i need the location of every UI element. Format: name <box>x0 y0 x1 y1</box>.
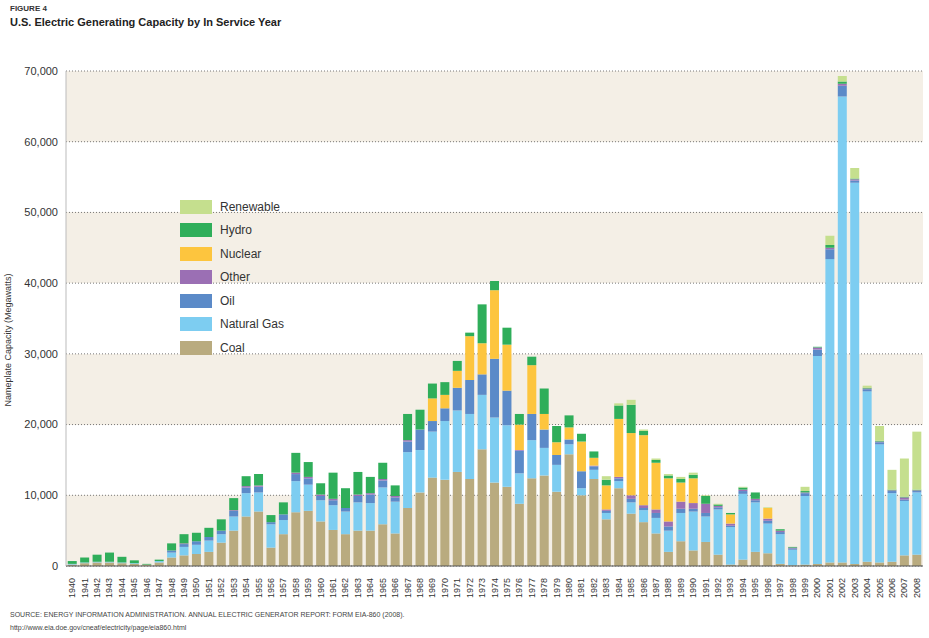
svg-text:1974: 1974 <box>490 578 500 598</box>
svg-text:1978: 1978 <box>539 578 549 598</box>
svg-text:1990: 1990 <box>688 578 698 598</box>
html-text:U.S. Electric Generating Capac: U.S. Electric Generating Capacity by In … <box>10 16 282 28</box>
svg-text:2008: 2008 <box>912 578 921 598</box>
svg-text:1971: 1971 <box>452 578 462 598</box>
svg-text:1994: 1994 <box>738 578 748 598</box>
svg-text:1985: 1985 <box>626 578 636 598</box>
svg-text:1960: 1960 <box>316 578 326 598</box>
svg-text:1980: 1980 <box>564 578 574 598</box>
svg-text:1956: 1956 <box>266 578 276 598</box>
html-text:Renewable: Renewable <box>220 199 280 214</box>
html-text:Nuclear: Nuclear <box>220 246 262 261</box>
svg-text:1989: 1989 <box>676 578 686 598</box>
svg-text:1951: 1951 <box>204 578 214 598</box>
svg-text:1969: 1969 <box>427 578 437 598</box>
svg-text:2006: 2006 <box>887 578 897 598</box>
html-text:Natural Gas: Natural Gas <box>220 317 284 332</box>
svg-text:60,000: 60,000 <box>24 136 58 148</box>
html-text:Oil: Oil <box>220 293 235 308</box>
svg-text:20,000: 20,000 <box>24 418 58 430</box>
svg-text:1940: 1940 <box>67 578 77 598</box>
svg-text:1979: 1979 <box>552 578 562 598</box>
svg-text:1986: 1986 <box>639 578 649 598</box>
svg-text:1941: 1941 <box>80 578 90 598</box>
svg-text:1961: 1961 <box>328 578 338 598</box>
svg-text:1943: 1943 <box>104 578 114 598</box>
svg-text:1981: 1981 <box>576 578 586 598</box>
svg-text:1959: 1959 <box>303 578 313 598</box>
svg-text:50,000: 50,000 <box>24 206 58 218</box>
svg-text:1975: 1975 <box>502 578 512 598</box>
svg-text:1948: 1948 <box>167 578 177 598</box>
svg-text:2003: 2003 <box>850 578 860 598</box>
html-text:Other: Other <box>220 270 250 285</box>
svg-text:2007: 2007 <box>899 578 909 598</box>
svg-text:1995: 1995 <box>750 578 760 598</box>
svg-text:1963: 1963 <box>353 578 363 598</box>
svg-text:2005: 2005 <box>875 578 885 598</box>
svg-text:1953: 1953 <box>229 578 239 598</box>
svg-text:1945: 1945 <box>129 578 139 598</box>
svg-text:1954: 1954 <box>241 578 251 598</box>
html-text:http://www.eia.doe.gov/cneaf/e: http://www.eia.doe.gov/cneaf/electricity… <box>10 624 187 631</box>
svg-text:1991: 1991 <box>701 578 711 598</box>
svg-text:1967: 1967 <box>403 578 413 598</box>
svg-text:1952: 1952 <box>216 578 226 598</box>
svg-text:1984: 1984 <box>614 578 624 598</box>
svg-text:1968: 1968 <box>415 578 425 598</box>
svg-text:1970: 1970 <box>440 578 450 598</box>
svg-text:1987: 1987 <box>651 578 661 598</box>
svg-text:1976: 1976 <box>514 578 524 598</box>
svg-text:2004: 2004 <box>862 578 872 598</box>
html-text:FIGURE 4: FIGURE 4 <box>10 4 47 13</box>
svg-text:1972: 1972 <box>465 578 475 598</box>
svg-text:1997: 1997 <box>775 578 785 598</box>
svg-text:1983: 1983 <box>601 578 611 598</box>
svg-text:30,000: 30,000 <box>24 348 58 360</box>
svg-text:1998: 1998 <box>788 578 798 598</box>
svg-text:1973: 1973 <box>477 578 487 598</box>
svg-text:1949: 1949 <box>179 578 189 598</box>
svg-text:1942: 1942 <box>92 578 102 598</box>
svg-text:1996: 1996 <box>763 578 773 598</box>
svg-text:1966: 1966 <box>390 578 400 598</box>
svg-text:2002: 2002 <box>837 578 847 598</box>
html-text:Nameplate Capacity (Megawatts): Nameplate Capacity (Megawatts) <box>3 273 13 407</box>
svg-text:1958: 1958 <box>291 578 301 598</box>
svg-text:1950: 1950 <box>191 578 201 598</box>
svg-text:0: 0 <box>52 560 58 572</box>
svg-text:1962: 1962 <box>340 578 350 598</box>
svg-text:2000: 2000 <box>812 578 822 598</box>
svg-text:1955: 1955 <box>254 578 264 598</box>
html-text:Hydro: Hydro <box>220 223 252 238</box>
svg-text:1999: 1999 <box>800 578 810 598</box>
svg-text:1964: 1964 <box>365 578 375 598</box>
svg-text:10,000: 10,000 <box>24 489 58 501</box>
svg-text:1982: 1982 <box>589 578 599 598</box>
svg-text:1965: 1965 <box>378 578 388 598</box>
html-text:SOURCE: ENERGY INFORMATION ADM: SOURCE: ENERGY INFORMATION ADMINISTRATIO… <box>10 611 405 618</box>
svg-text:1977: 1977 <box>527 578 537 598</box>
svg-text:70,000: 70,000 <box>24 65 58 77</box>
svg-text:40,000: 40,000 <box>24 277 58 289</box>
svg-text:1993: 1993 <box>725 578 735 598</box>
svg-text:1946: 1946 <box>142 578 152 598</box>
svg-text:1957: 1957 <box>278 578 288 598</box>
svg-text:1947: 1947 <box>154 578 164 598</box>
html-text:Coal: Coal <box>220 340 245 355</box>
svg-text:1988: 1988 <box>663 578 673 598</box>
svg-text:2001: 2001 <box>825 578 835 598</box>
svg-text:1944: 1944 <box>117 578 127 598</box>
svg-text:1992: 1992 <box>713 578 723 598</box>
